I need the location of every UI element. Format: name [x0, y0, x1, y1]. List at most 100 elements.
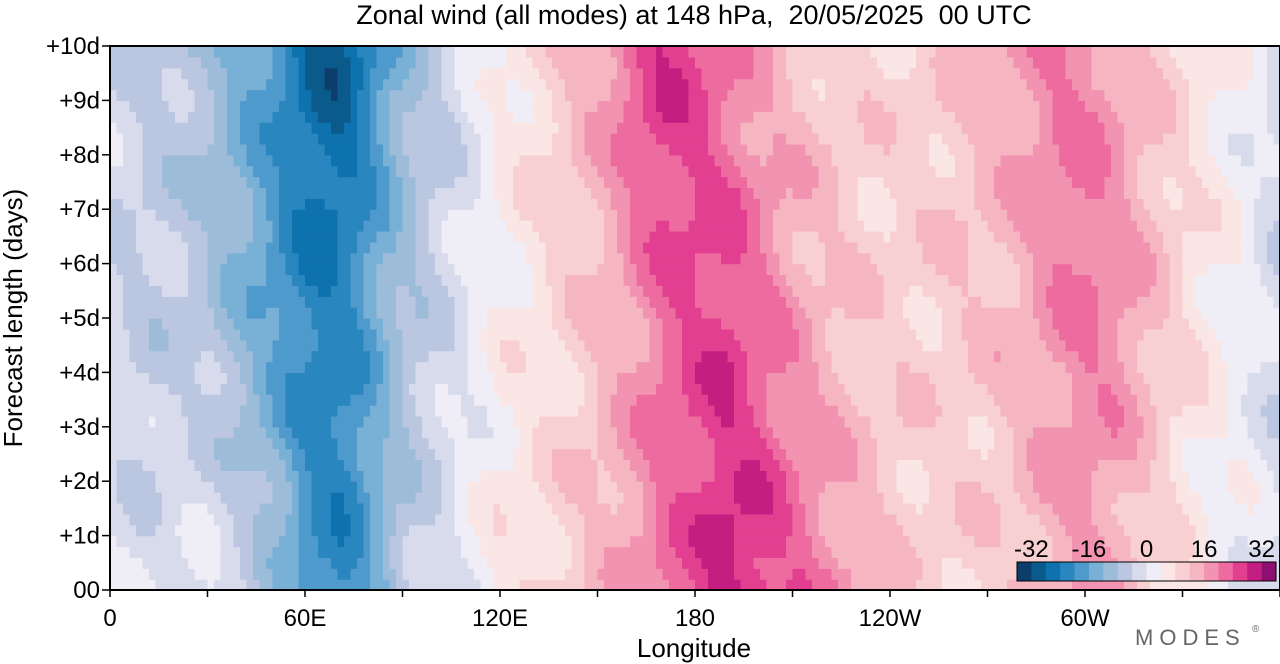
heatmap-cell [1026, 502, 1034, 515]
heatmap-cell [597, 405, 605, 417]
heatmap-cell [1007, 535, 1015, 548]
heatmap-cell [298, 361, 306, 373]
heatmap-cell [513, 405, 521, 417]
heatmap-cell [1000, 513, 1008, 526]
heatmap-cell [246, 307, 254, 319]
heatmap-cell [682, 307, 690, 319]
heatmap-cell [506, 339, 514, 352]
heatmap-cell [142, 481, 150, 493]
heatmap-cell [1104, 535, 1112, 548]
heatmap-cell [519, 394, 527, 406]
heatmap-cell [545, 524, 553, 537]
heatmap-cell [578, 437, 586, 450]
heatmap-cell [123, 524, 131, 537]
heatmap-cell [227, 415, 235, 428]
heatmap-cell [747, 579, 755, 591]
heatmap-cell [760, 328, 768, 341]
heatmap-cell [721, 361, 729, 373]
heatmap-cell [344, 557, 352, 569]
heatmap-cell [363, 437, 371, 450]
heatmap-cell [864, 470, 872, 482]
heatmap-cell [1163, 524, 1171, 537]
heatmap-cell [1104, 318, 1112, 330]
heatmap-cell [1273, 437, 1280, 450]
heatmap-cell [844, 394, 852, 406]
heatmap-cell [279, 502, 287, 515]
heatmap-cell [240, 579, 248, 591]
heatmap-cell [591, 448, 599, 461]
heatmap-cell [487, 328, 495, 341]
heatmap-cell [435, 296, 443, 308]
heatmap-cell [734, 350, 742, 363]
heatmap-cell [987, 481, 995, 493]
heatmap-cell [734, 502, 742, 515]
heatmap-cell [461, 350, 469, 363]
heatmap-cell [734, 492, 742, 504]
heatmap-cell [805, 405, 813, 417]
heatmap-cell [1111, 535, 1119, 548]
heatmap-cell [805, 492, 813, 504]
heatmap-cell [1130, 513, 1138, 526]
heatmap-cell [1228, 372, 1236, 384]
heatmap-cell [955, 405, 963, 417]
heatmap-cell [1039, 535, 1047, 548]
heatmap-cell [961, 372, 969, 384]
heatmap-cell [734, 568, 742, 580]
heatmap-cell [480, 459, 488, 471]
heatmap-cell [948, 318, 956, 330]
heatmap-cell [747, 448, 755, 461]
heatmap-cell [909, 307, 917, 319]
heatmap-cell [227, 285, 235, 297]
heatmap-cell [883, 535, 891, 548]
heatmap-cell [201, 383, 209, 395]
heatmap-cell [1033, 318, 1041, 330]
heatmap-cell [370, 372, 378, 384]
heatmap-cell [942, 502, 950, 515]
heatmap-cell [552, 470, 560, 482]
heatmap-cell [1046, 415, 1054, 428]
heatmap-cell [662, 318, 670, 330]
heatmap-cell [305, 361, 313, 373]
heatmap-cell [1072, 513, 1080, 526]
heatmap-cell [864, 492, 872, 504]
heatmap-cell [688, 328, 696, 341]
heatmap-cell [493, 470, 501, 482]
heatmap-cell [136, 437, 144, 450]
heatmap-cell [487, 394, 495, 406]
heatmap-cell [363, 557, 371, 569]
heatmap-cell [831, 513, 839, 526]
heatmap-cell [116, 437, 124, 450]
heatmap-cell [1202, 426, 1210, 439]
heatmap-cell [1065, 579, 1073, 591]
heatmap-cell [474, 448, 482, 461]
heatmap-cell [786, 318, 794, 330]
heatmap-cell [734, 405, 742, 417]
heatmap-cell [903, 557, 911, 569]
heatmap-cell [318, 296, 326, 308]
heatmap-cell [207, 328, 215, 341]
heatmap-cell [935, 339, 943, 352]
heatmap-cell [110, 415, 118, 428]
heatmap-cell [623, 568, 631, 580]
heatmap-cell [1072, 318, 1080, 330]
heatmap-cell [1156, 405, 1164, 417]
heatmap-cell [1104, 502, 1112, 515]
heatmap-cell [240, 448, 248, 461]
heatmap-cell [1046, 524, 1054, 537]
heatmap-cell [617, 481, 625, 493]
heatmap-cell [441, 513, 449, 526]
heatmap-cell [539, 546, 547, 558]
heatmap-cell [1026, 350, 1034, 363]
heatmap-cell [558, 307, 566, 319]
heatmap-cell [740, 318, 748, 330]
heatmap-cell [415, 328, 423, 341]
heatmap-cell [350, 394, 358, 406]
heatmap-cell [922, 415, 930, 428]
heatmap-cell [662, 361, 670, 373]
heatmap-cell [136, 557, 144, 569]
heatmap-cell [656, 307, 664, 319]
heatmap-cell [974, 285, 982, 297]
heatmap-cell [682, 328, 690, 341]
heatmap-cell [1234, 318, 1242, 330]
heatmap-cell [1033, 350, 1041, 363]
